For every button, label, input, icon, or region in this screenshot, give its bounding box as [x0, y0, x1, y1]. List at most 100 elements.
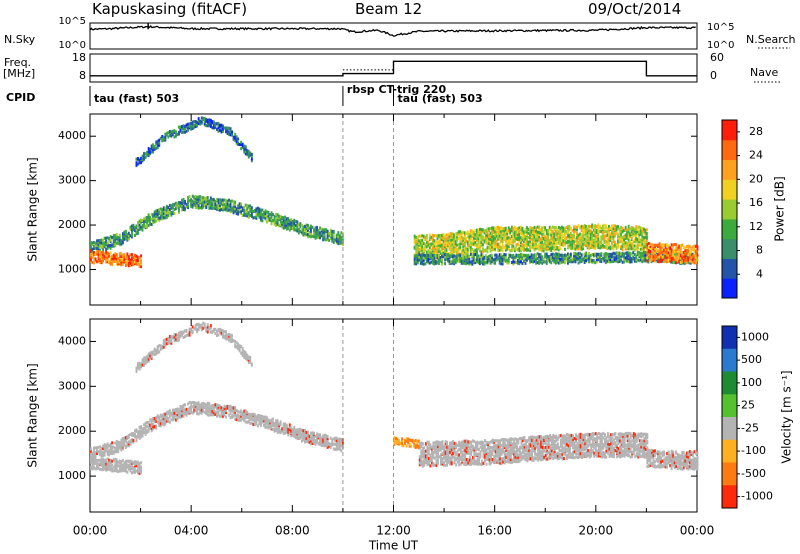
- power-cell: [526, 248, 528, 252]
- power-cell: [515, 227, 518, 231]
- power-cell: [538, 233, 541, 237]
- power-cell: [435, 256, 437, 260]
- power-cell: [109, 256, 112, 260]
- power-cell: [635, 240, 638, 244]
- power-cell: [654, 243, 656, 247]
- power-cell: [314, 230, 317, 234]
- velocity-cell: [96, 466, 98, 470]
- power-cell: [424, 243, 427, 247]
- power-cell: [642, 248, 645, 252]
- power-cell: [332, 231, 335, 235]
- velocity-cell: [112, 457, 115, 461]
- velocity-cell: [112, 465, 115, 469]
- power-cell: [153, 210, 156, 214]
- power-cell: [577, 244, 580, 248]
- velocity-cell: [426, 451, 429, 455]
- velocity-cell: [176, 415, 179, 419]
- power-cell: [672, 245, 675, 249]
- velocity-cell: [100, 461, 103, 465]
- power-cell: [476, 228, 478, 232]
- power-cell: [181, 198, 183, 202]
- power-cell: [638, 241, 641, 245]
- power-cell: [293, 226, 296, 230]
- power-cell: [448, 244, 451, 248]
- power-cell: [419, 238, 422, 242]
- velocity-cell: [443, 451, 445, 455]
- velocity-cell: [471, 439, 474, 443]
- velocity-cell: [423, 463, 426, 467]
- power-cell: [618, 231, 621, 235]
- power-cell: [260, 208, 262, 212]
- velocity-cell: [335, 445, 338, 449]
- power-cell: [150, 148, 153, 152]
- power-cell: [644, 259, 647, 263]
- velocity-cell: [158, 420, 161, 424]
- power-cell: [112, 256, 115, 260]
- velocity-cell: [93, 448, 95, 452]
- velocity-cell: [115, 440, 118, 444]
- velocity-cell: [127, 440, 130, 444]
- velocity-cell: [141, 434, 144, 438]
- power-cell: [550, 257, 553, 261]
- power-cell: [179, 128, 182, 132]
- power-cell: [250, 213, 253, 217]
- power-cell: [594, 224, 597, 228]
- power-cell: [105, 236, 108, 240]
- power-cell: [153, 216, 156, 220]
- power-cell: [480, 244, 483, 248]
- power-cell: [129, 234, 132, 238]
- velocity-cell: [440, 448, 442, 452]
- velocity-cell: [103, 463, 106, 467]
- power-cell: [212, 125, 215, 129]
- power-cell: [495, 253, 498, 257]
- velocity-cell: [132, 434, 135, 438]
- power-cell: [421, 255, 424, 259]
- power-cell: [96, 246, 98, 250]
- power-cell: [673, 243, 676, 247]
- velocity-cell: [181, 407, 183, 411]
- power-cell: [278, 214, 281, 218]
- power-cell: [161, 209, 164, 213]
- power-cell: [611, 259, 613, 263]
- power-cell: [285, 218, 288, 222]
- power-cell: [624, 241, 627, 245]
- power-cell: [448, 246, 451, 250]
- power-cell: [331, 236, 334, 240]
- velocity-cell: [147, 421, 150, 425]
- power-cell: [140, 218, 142, 222]
- power-cell: [238, 208, 241, 212]
- power-cell: [329, 234, 332, 238]
- power-cell: [666, 243, 668, 247]
- power-cell: [591, 238, 594, 242]
- power-cell: [447, 242, 449, 246]
- power-cell: [636, 232, 639, 236]
- power-cell: [108, 254, 111, 258]
- power-cell: [430, 260, 433, 264]
- power-cell: [199, 198, 202, 202]
- power-cell: [663, 243, 665, 247]
- power-cell: [541, 257, 544, 261]
- velocity-cell: [96, 448, 98, 452]
- power-cell: [524, 257, 527, 261]
- power-cell: [623, 240, 625, 244]
- velocity-cell: [444, 442, 447, 446]
- power-cell: [159, 213, 162, 217]
- power-cell: [234, 204, 237, 208]
- velocity-cell: [249, 421, 252, 425]
- velocity-cell: [211, 412, 214, 416]
- power-cell: [495, 232, 498, 236]
- velocity-cell: [258, 414, 261, 418]
- power-cell: [465, 237, 468, 241]
- power-cell: [504, 232, 507, 236]
- velocity-cell: [478, 448, 480, 452]
- power-cell: [494, 247, 497, 251]
- power-cell: [642, 256, 645, 260]
- velocity-cell: [435, 440, 438, 444]
- velocity-cell: [455, 451, 458, 455]
- power-cell: [167, 209, 170, 213]
- power-cell: [209, 118, 212, 122]
- velocity-cell: [476, 442, 479, 446]
- velocity-cell: [152, 423, 155, 427]
- power-cell: [296, 223, 299, 227]
- power-cell: [212, 123, 215, 127]
